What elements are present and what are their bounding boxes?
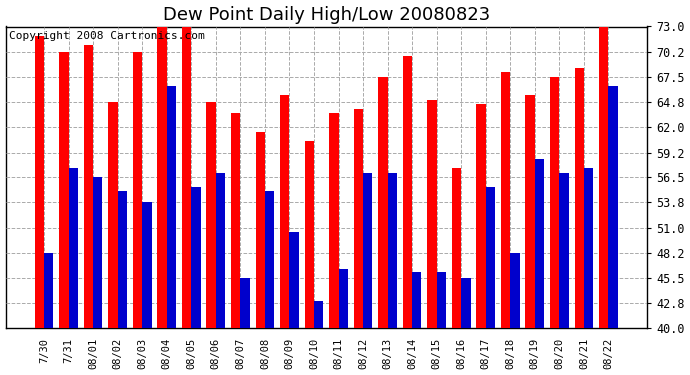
Bar	[206, 102, 216, 328]
Bar	[280, 95, 289, 328]
Bar	[461, 278, 471, 328]
Bar	[437, 272, 446, 328]
Bar	[191, 187, 201, 328]
Bar	[83, 45, 93, 328]
Bar	[354, 109, 363, 328]
Bar	[305, 141, 314, 328]
Bar	[575, 68, 584, 328]
Bar	[511, 254, 520, 328]
Bar	[240, 278, 250, 328]
Bar	[231, 113, 240, 328]
Bar	[118, 191, 127, 328]
Bar	[403, 56, 412, 328]
Bar	[363, 173, 373, 328]
Bar	[378, 77, 388, 328]
Bar	[167, 86, 176, 328]
Bar	[452, 168, 461, 328]
Bar	[44, 254, 53, 328]
Bar	[609, 86, 618, 328]
Bar	[339, 269, 348, 328]
Bar	[182, 27, 191, 328]
Title: Dew Point Daily High/Low 20080823: Dew Point Daily High/Low 20080823	[163, 6, 490, 24]
Bar	[216, 173, 225, 328]
Bar	[68, 168, 78, 328]
Bar	[108, 102, 118, 328]
Bar	[329, 113, 339, 328]
Bar	[255, 132, 265, 328]
Bar	[59, 52, 68, 328]
Bar	[142, 202, 152, 328]
Bar	[550, 77, 560, 328]
Bar	[486, 187, 495, 328]
Bar	[388, 173, 397, 328]
Bar	[501, 72, 511, 328]
Bar	[560, 173, 569, 328]
Bar	[133, 52, 142, 328]
Bar	[584, 168, 593, 328]
Bar	[412, 272, 422, 328]
Bar	[34, 36, 44, 328]
Bar	[157, 27, 167, 328]
Bar	[476, 104, 486, 328]
Bar	[314, 301, 324, 328]
Bar	[265, 191, 274, 328]
Bar	[427, 100, 437, 328]
Bar	[599, 27, 609, 328]
Text: Copyright 2008 Cartronics.com: Copyright 2008 Cartronics.com	[9, 31, 204, 41]
Bar	[526, 95, 535, 328]
Bar	[289, 232, 299, 328]
Bar	[93, 177, 102, 328]
Bar	[535, 159, 544, 328]
